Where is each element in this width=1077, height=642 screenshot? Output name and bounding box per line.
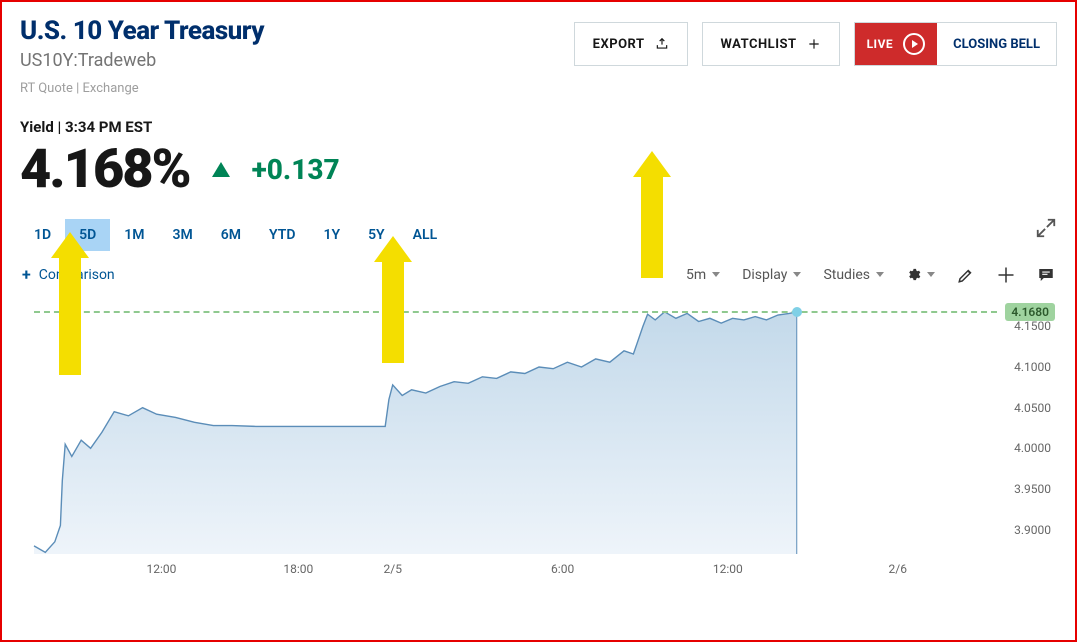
annotation-arrow — [633, 151, 671, 278]
chevron-down-icon — [712, 272, 720, 277]
chevron-down-icon — [927, 272, 935, 277]
export-icon — [655, 37, 669, 51]
live-pill: LIVE — [855, 23, 938, 65]
live-label: LIVE — [867, 37, 894, 51]
export-button[interactable]: EXPORT — [574, 22, 688, 66]
comment-button[interactable] — [1037, 266, 1055, 284]
chevron-down-icon — [793, 272, 801, 277]
live-banner[interactable]: LIVE CLOSING BELL — [854, 22, 1057, 66]
range-1m[interactable]: 1M — [110, 219, 158, 251]
annotation-arrow — [374, 236, 412, 363]
x-axis-tick: 2/6 — [889, 562, 907, 576]
display-dropdown[interactable]: Display — [742, 267, 801, 283]
quote-change: +0.137 — [252, 153, 340, 186]
gear-icon — [906, 267, 921, 282]
y-axis-tick: 4.1000 — [1014, 360, 1051, 374]
y-axis-tick: 4.0000 — [1014, 441, 1051, 455]
range-3m[interactable]: 3M — [159, 219, 207, 251]
y-axis-tick: 4.1500 — [1014, 319, 1051, 333]
interval-label: 5m — [686, 267, 706, 283]
x-axis-tick: 6:00 — [551, 562, 574, 576]
x-axis-tick: 12:00 — [713, 562, 743, 576]
studies-dropdown[interactable]: Studies — [823, 267, 884, 283]
range-1y[interactable]: 1Y — [309, 219, 354, 251]
symbol-line: US10Y:Tradeweb — [20, 50, 264, 71]
range-ytd[interactable]: YTD — [255, 219, 309, 251]
x-axis-tick: 2/5 — [383, 562, 401, 576]
x-axis-tick: 12:00 — [146, 562, 176, 576]
range-selector: 1D5D1M3M6MYTD1Y5YALL — [20, 219, 1057, 251]
y-axis-tick: 3.9500 — [1014, 482, 1051, 496]
quote-value: 4.168% — [20, 138, 190, 201]
y-axis-tick: 4.0500 — [1014, 401, 1051, 415]
plus-small-icon: + — [22, 265, 31, 284]
export-label: EXPORT — [593, 37, 645, 52]
interval-dropdown[interactable]: 5m — [686, 267, 720, 283]
current-point-marker — [792, 307, 802, 317]
watchlist-button[interactable]: WATCHLIST — [702, 22, 840, 66]
watchlist-label: WATCHLIST — [721, 37, 797, 52]
plus-icon — [807, 37, 821, 51]
chevron-down-icon — [876, 272, 884, 277]
settings-dropdown[interactable] — [906, 267, 935, 282]
up-arrow-icon — [212, 162, 230, 177]
annotation-arrow — [51, 232, 89, 375]
studies-label: Studies — [823, 267, 870, 283]
y-axis-tick: 3.9000 — [1014, 523, 1051, 537]
display-label: Display — [742, 267, 787, 283]
live-program: CLOSING BELL — [937, 37, 1056, 52]
fullscreen-button[interactable] — [1035, 217, 1057, 243]
x-axis-tick: 18:00 — [283, 562, 313, 576]
yield-chart[interactable]: 3.9000 3.9500 4.0000 4.0500 4.1000 4.1500 12:0… — [20, 298, 1057, 578]
quote-meta: RT Quote | Exchange — [20, 81, 264, 96]
play-icon — [903, 33, 925, 55]
draw-tool-button[interactable] — [957, 266, 975, 284]
crosshair-button[interactable] — [997, 266, 1015, 284]
range-6m[interactable]: 6M — [207, 219, 255, 251]
quote-timestamp: Yield | 3:34 PM EST — [20, 118, 1057, 136]
current-value-badge: 4.1680 — [1005, 303, 1055, 321]
page-title: U.S. 10 Year Treasury — [20, 16, 264, 46]
